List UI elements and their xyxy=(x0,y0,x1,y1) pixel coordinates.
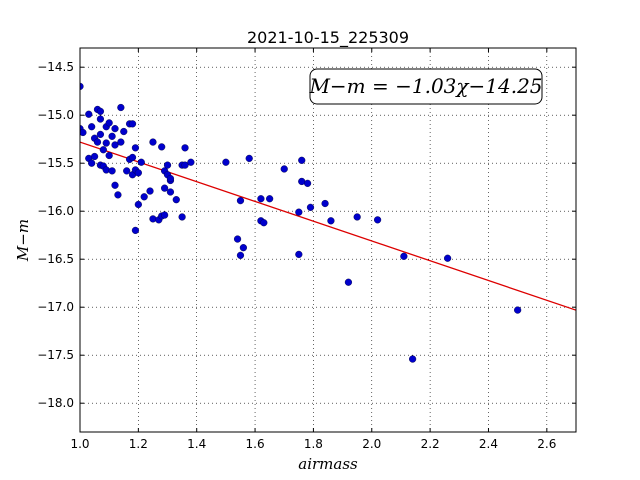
x-tick-label: 2.2 xyxy=(421,437,440,451)
data-point xyxy=(99,146,107,154)
annotation-box: M−m = −1.03χ−14.25 xyxy=(308,68,543,105)
y-axis-label: M−m xyxy=(14,219,32,262)
data-point xyxy=(266,195,274,203)
data-point xyxy=(137,158,145,166)
data-point xyxy=(108,167,116,175)
data-point xyxy=(161,184,169,192)
data-point xyxy=(117,138,125,146)
data-point xyxy=(158,143,166,151)
data-point xyxy=(96,107,105,115)
data-points xyxy=(80,82,522,363)
data-point xyxy=(374,216,382,224)
x-axis-label: airmass xyxy=(298,455,358,473)
data-point xyxy=(178,213,186,221)
data-point xyxy=(102,139,110,147)
axis-ticks: 1.0 1.2 1.4 1.6 1.8 2.0 2.2 2.4 2.6 −14.5 −15.0 −15… xyxy=(37,48,576,451)
plot-area xyxy=(80,48,576,432)
data-point xyxy=(353,213,361,221)
data-point xyxy=(409,355,417,363)
data-point xyxy=(344,278,353,286)
data-point xyxy=(128,120,137,128)
data-point xyxy=(146,187,154,195)
data-point xyxy=(321,199,329,208)
y-tick-label: −17.0 xyxy=(37,300,74,314)
data-point xyxy=(105,151,113,160)
fit-equation: M−m = −1.03χ−14.25 xyxy=(308,74,542,98)
data-point xyxy=(123,167,131,175)
data-point xyxy=(298,156,306,164)
data-point xyxy=(280,165,288,173)
data-point xyxy=(181,144,189,152)
data-point xyxy=(114,191,122,199)
data-point xyxy=(163,161,172,169)
data-point xyxy=(400,252,408,260)
x-tick-label: 1.4 xyxy=(187,437,206,451)
data-point xyxy=(88,123,96,131)
data-point xyxy=(181,161,189,169)
annotation-frame xyxy=(309,68,543,105)
data-point xyxy=(239,244,247,252)
data-point xyxy=(172,196,180,204)
y-tick-label: −16.5 xyxy=(37,252,74,266)
data-point xyxy=(120,127,128,136)
x-tick-label: 1.2 xyxy=(129,437,148,451)
grid-lines xyxy=(80,48,576,432)
data-point xyxy=(161,211,169,219)
chart-title: 2021-10-15_225309 xyxy=(247,28,409,48)
data-point xyxy=(149,138,157,146)
data-point xyxy=(96,130,105,139)
x-tick-label: 1.0 xyxy=(70,437,89,451)
data-point xyxy=(187,158,195,166)
data-point xyxy=(108,132,116,140)
data-point xyxy=(233,235,242,243)
data-point xyxy=(117,103,125,112)
data-point xyxy=(327,217,335,225)
data-point xyxy=(96,115,105,123)
x-tick-label: 2.6 xyxy=(537,437,556,451)
data-point xyxy=(295,250,303,259)
data-point xyxy=(140,193,148,201)
data-point xyxy=(236,251,245,259)
data-point xyxy=(111,141,119,149)
y-tick-label: −15.5 xyxy=(37,156,74,170)
data-point xyxy=(80,128,87,137)
data-point xyxy=(306,203,315,211)
data-point xyxy=(257,195,265,203)
y-tick-label: −15.0 xyxy=(37,108,74,122)
data-point xyxy=(236,197,245,205)
data-point xyxy=(80,82,84,90)
x-tick-label: 2.4 xyxy=(479,437,498,451)
data-point xyxy=(85,110,93,118)
y-tick-label: −18.0 xyxy=(37,396,74,410)
data-point xyxy=(111,181,119,189)
y-tick-label: −17.5 xyxy=(37,348,74,362)
data-point xyxy=(444,254,452,262)
data-point xyxy=(131,226,140,235)
data-point xyxy=(245,154,253,163)
data-point xyxy=(88,159,96,167)
data-point xyxy=(260,219,268,227)
data-point xyxy=(295,208,303,216)
data-point xyxy=(222,158,230,166)
data-point xyxy=(303,179,312,187)
data-point xyxy=(105,119,113,127)
y-tick-label: −16.0 xyxy=(37,204,74,218)
y-tick-label: −14.5 xyxy=(37,60,74,74)
data-point xyxy=(90,152,99,161)
data-point xyxy=(166,188,175,196)
data-point xyxy=(166,174,175,183)
data-point xyxy=(514,306,522,314)
data-point xyxy=(131,144,140,152)
data-point xyxy=(134,200,142,209)
plot-frame xyxy=(79,47,577,433)
data-point xyxy=(111,125,119,133)
x-tick-label: 1.6 xyxy=(246,437,265,451)
data-point xyxy=(128,153,137,162)
x-tick-label: 1.8 xyxy=(304,437,323,451)
data-point xyxy=(93,138,102,146)
data-point xyxy=(134,169,142,177)
x-tick-label: 2.0 xyxy=(362,437,381,451)
